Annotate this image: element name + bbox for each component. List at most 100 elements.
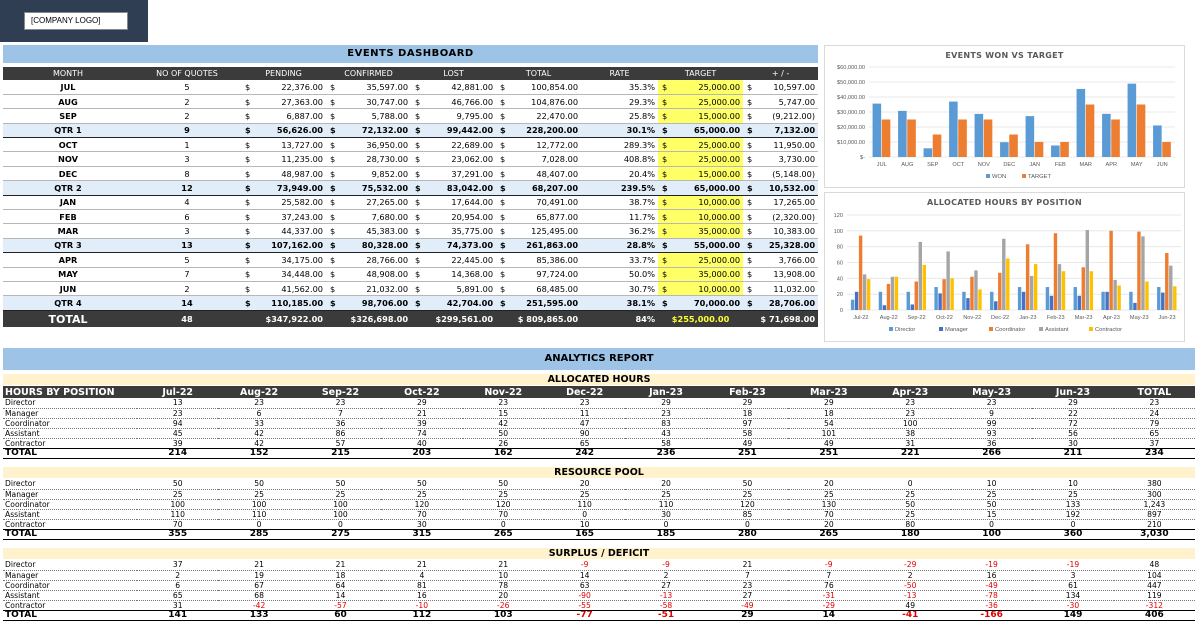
currency-symbol: $	[743, 195, 758, 211]
currency-symbol: $	[411, 151, 426, 167]
bar-contractor	[1006, 258, 1010, 310]
pending-cell: 107,162.00	[255, 237, 327, 254]
currency-symbol: $	[326, 195, 341, 211]
value-cell: -36	[950, 600, 1033, 611]
target-cell: 10,000.00	[672, 195, 744, 211]
value-cell: 42	[218, 428, 300, 439]
currency-symbol: $	[743, 267, 758, 282]
logo-banner: [COMPANY LOGO]	[0, 0, 148, 42]
value-cell: 355	[137, 528, 219, 540]
value-cell: 25	[950, 489, 1033, 500]
col-header: Aug-22	[218, 386, 300, 398]
value-cell: 14	[299, 590, 382, 601]
diff-cell: (2,320.00)	[757, 209, 819, 225]
bar-contractor	[978, 289, 982, 310]
value-cell: 36	[299, 418, 382, 429]
confirmed-cell: 27,265.00	[340, 195, 412, 211]
value-cell: -13	[625, 590, 707, 601]
value-cell: 23	[706, 580, 789, 591]
bar-assistant	[862, 274, 867, 310]
quotes-cell: 9	[133, 122, 241, 139]
y-tick-label: 100	[834, 229, 843, 235]
value-cell: -9	[625, 560, 707, 571]
value-cell: 120	[462, 499, 544, 510]
pending-cell: 25,582.00	[255, 195, 327, 211]
rate-cell: 30.7%	[581, 281, 659, 297]
value-cell: 54	[788, 418, 870, 429]
diff-cell: 13,908.00	[757, 267, 819, 282]
total-cell: 261,863.00	[510, 237, 582, 254]
value-cell: -26	[462, 600, 544, 611]
value-cell: -19	[1032, 560, 1114, 571]
bar-director	[1073, 287, 1077, 310]
total-cell: 104,876.00	[510, 94, 582, 110]
y-tick-label: 20	[837, 292, 843, 298]
value-cell: 25	[869, 509, 951, 520]
value-cell: 58	[706, 428, 789, 439]
row-label: Coordinator	[3, 499, 137, 510]
bar-won	[949, 101, 958, 157]
currency-symbol: $	[241, 108, 255, 124]
row-label: QTR 3	[3, 237, 133, 254]
month-row: JAN 4 $25,582.00 $27,265.00 $17,644.00 $70,49…	[3, 195, 819, 211]
value-cell: 80	[869, 519, 951, 530]
lost-cell: 17,644.00	[425, 195, 497, 211]
target-cell: 25,000.00	[672, 80, 744, 95]
legend-swatch	[1089, 327, 1093, 331]
chart-title: ALLOCATED HOURS BY POSITION	[926, 198, 1083, 207]
currency-symbol: $	[411, 166, 426, 182]
bar-target	[1009, 134, 1018, 157]
value-cell: 79	[1113, 418, 1196, 429]
rate-cell: 25.8%	[581, 108, 659, 124]
col-header: Jul-22	[137, 386, 219, 398]
value-cell: 49	[869, 600, 951, 611]
bar-coordinator	[1165, 253, 1169, 310]
currency-symbol: $	[496, 180, 511, 196]
row-label: Contractor	[3, 519, 137, 530]
rate-cell: 84%	[581, 310, 659, 328]
diff-cell: 11,950.00	[757, 137, 819, 153]
value-cell: 100	[299, 499, 382, 510]
value-cell: 236	[625, 447, 707, 459]
resource-pool-title: RESOURCE POOL	[3, 467, 1195, 478]
quarter-row: QTR 4 14 $110,185.00 $98,706.00 $42,704.00 $2…	[3, 295, 819, 311]
value-cell: 74	[381, 428, 463, 439]
currency-symbol: $	[241, 281, 255, 297]
total-cell: 68,485.00	[510, 281, 582, 297]
x-tick-label: AUG	[901, 162, 913, 168]
rate-cell: 20.4%	[581, 166, 659, 182]
x-tick-label: SEP	[927, 162, 938, 168]
value-cell: 19	[218, 570, 300, 581]
table-row: Assistant 65 68 14 16 20 -90 -13 27 -31 -13 -78 134 1…	[3, 590, 1196, 601]
currency-symbol: $	[743, 151, 758, 167]
value-cell: 406	[1113, 609, 1196, 621]
bar-won	[1127, 83, 1137, 157]
total-cell: 48,407.00	[510, 166, 582, 182]
value-cell: -10	[381, 600, 463, 611]
bar-coordinator	[970, 276, 974, 310]
value-cell: 110	[137, 509, 219, 520]
lost-cell: 20,954.00	[425, 209, 497, 225]
value-cell: 251	[788, 447, 870, 459]
currency-symbol: $	[326, 209, 341, 225]
value-cell: 133	[218, 609, 300, 621]
bar-contractor	[950, 278, 954, 310]
quotes-cell: 12	[133, 180, 241, 196]
row-label: Manager	[3, 489, 137, 500]
bar-contractor	[1145, 281, 1149, 310]
rate-cell: 35.3%	[581, 80, 659, 95]
table-row: Director 13 23 23 29 23 23 29 29 29 23 23 29 23	[3, 398, 1196, 409]
col-header: Mar-23	[788, 386, 870, 398]
confirmed-cell: 36,950.00	[340, 137, 412, 153]
bar-target	[1034, 142, 1044, 157]
total-cell: 22,470.00	[510, 108, 582, 124]
bar-coordinator	[1109, 230, 1113, 310]
confirmed-cell: $326,698.00	[326, 310, 412, 328]
currency-symbol: $	[241, 80, 255, 95]
row-label: TOTAL	[3, 609, 137, 621]
x-tick-label: Oct-22	[936, 315, 953, 321]
y-tick-label: 40	[837, 276, 843, 282]
bar-director	[962, 291, 966, 310]
row-label: JUL	[3, 80, 133, 95]
value-cell: 39	[381, 418, 463, 429]
